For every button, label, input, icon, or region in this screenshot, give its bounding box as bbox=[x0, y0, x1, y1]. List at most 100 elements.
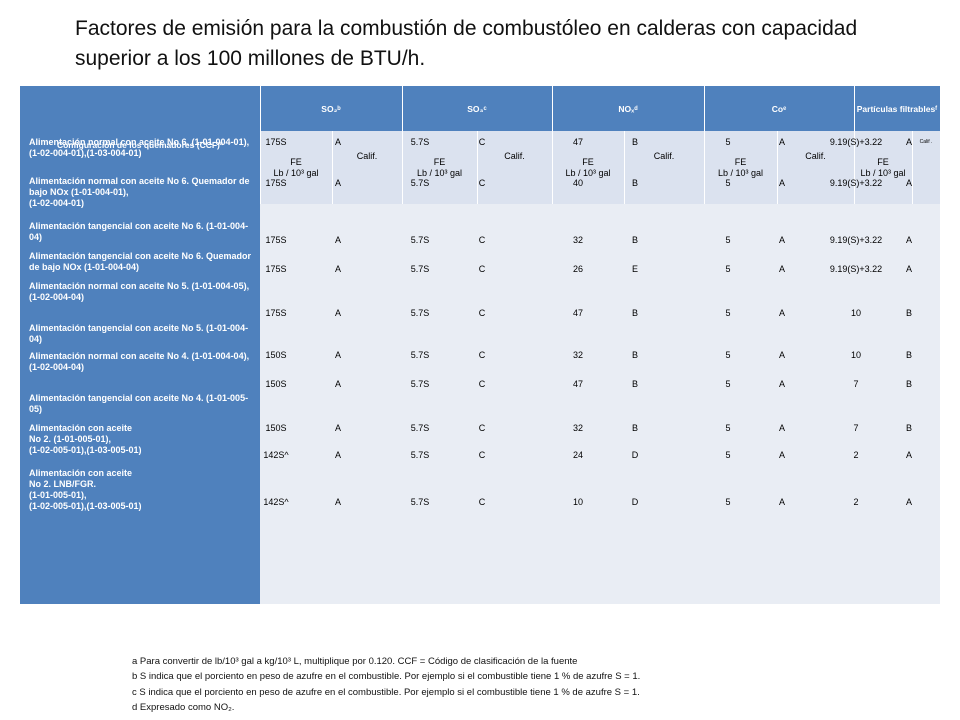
cell-particulas-calif: B bbox=[905, 308, 912, 318]
column-divider bbox=[624, 131, 625, 204]
subheader-fe-so2: FE Lb / 10³ gal bbox=[273, 156, 319, 178]
emission-factors-table: Configuración de los quemadores (CCF)ª S… bbox=[20, 86, 940, 606]
header-nox: NOₓᵈ bbox=[618, 103, 638, 114]
subheader-calif-co: Calif. bbox=[805, 151, 826, 161]
cell-so2-fe: 175S bbox=[265, 235, 287, 245]
cell-particulas-calif: A bbox=[905, 137, 912, 147]
cell-so3-fe: 5.7S bbox=[410, 137, 430, 147]
cell-particulas-fe: 9.19(S)+3.22 bbox=[829, 137, 883, 147]
cell-co-calif: A bbox=[778, 497, 785, 507]
cell-nox-fe: 47 bbox=[572, 379, 583, 389]
column-divider bbox=[704, 86, 705, 204]
row-label: Alimentación con aceite No 2. (1-01-005-… bbox=[29, 423, 142, 455]
cell-co-calif: A bbox=[778, 308, 785, 318]
cell-so2-fe: 150S bbox=[265, 423, 287, 433]
header-so2: SO₂ᵇ bbox=[321, 103, 341, 114]
header-co: Coᵉ bbox=[771, 103, 787, 114]
cell-nox-calif: B bbox=[631, 308, 638, 318]
cell-so2-calif: A bbox=[334, 308, 341, 318]
cell-nox-calif: B bbox=[631, 235, 638, 245]
cell-so2-calif: A bbox=[334, 450, 341, 460]
cell-so2-calif: A bbox=[334, 379, 341, 389]
cell-particulas-fe: 7 bbox=[853, 379, 859, 389]
cell-co-calif: A bbox=[778, 235, 785, 245]
row-label: Alimentación tangencial con aceite No 6.… bbox=[29, 221, 249, 242]
cell-so2-calif: A bbox=[334, 235, 341, 245]
cell-so2-calif: A bbox=[334, 178, 341, 188]
row-label: Alimentación normal con aceite No 4. (1-… bbox=[29, 351, 250, 372]
cell-nox-fe: 32 bbox=[572, 423, 583, 433]
column-divider bbox=[912, 131, 913, 204]
cell-nox-fe: 26 bbox=[572, 264, 583, 274]
subheader-fe-particulas: FE Lb / 10³ gal bbox=[860, 156, 906, 178]
cell-nox-fe: 40 bbox=[572, 178, 583, 188]
cell-co-fe: 5 bbox=[725, 178, 731, 188]
row-label: Alimentación normal con aceite No 6. Que… bbox=[29, 176, 250, 208]
cell-co-calif: A bbox=[778, 178, 785, 188]
cell-particulas-fe: 2 bbox=[853, 450, 859, 460]
cell-so3-calif: C bbox=[478, 264, 486, 274]
cell-particulas-calif: A bbox=[905, 178, 912, 188]
row-label: Alimentación tangencial con aceite No 5.… bbox=[29, 323, 249, 344]
row-label: Alimentación tangencial con aceite No 6.… bbox=[29, 251, 252, 272]
cell-nox-fe: 32 bbox=[572, 235, 583, 245]
cell-so2-calif: A bbox=[334, 264, 341, 274]
table-bottom-border bbox=[20, 604, 940, 606]
cell-so3-calif: C bbox=[478, 137, 486, 147]
subheader-calif-so3: Calif. bbox=[504, 151, 525, 161]
cell-so2-fe: 150S bbox=[265, 379, 287, 389]
cell-so2-fe: 175S bbox=[265, 137, 287, 147]
header-ccf: Configuración de los quemadores (CCF)ª bbox=[20, 86, 260, 204]
cell-so2-fe: 150S bbox=[265, 350, 287, 360]
cell-so2-fe: 175S bbox=[265, 264, 287, 274]
cell-so2-fe: 175S bbox=[265, 308, 287, 318]
subheader-fe-co: FE Lb / 10³ gal bbox=[717, 156, 764, 178]
cell-so3-fe: 5.7S bbox=[410, 379, 430, 389]
column-divider bbox=[777, 131, 778, 204]
footnote-d: d Expresado como NO₂. bbox=[132, 702, 235, 713]
column-divider bbox=[552, 86, 553, 204]
row-label: Alimentación con aceite No 2. LNB/FGR. (… bbox=[29, 468, 142, 511]
cell-particulas-calif: A bbox=[905, 235, 912, 245]
subheader-calif-so2: Calif. bbox=[356, 151, 378, 161]
cell-co-fe: 5 bbox=[725, 497, 731, 507]
subheader-fe-so3: FE Lb / 10³ gal bbox=[416, 156, 463, 178]
footnote-a: a Para convertir de lb/10³ gal a kg/10³ … bbox=[132, 656, 578, 667]
cell-co-fe: 5 bbox=[725, 379, 731, 389]
cell-so2-fe: 142S^ bbox=[263, 497, 289, 507]
cell-particulas-calif: A bbox=[905, 264, 912, 274]
cell-particulas-fe: 2 bbox=[853, 497, 859, 507]
cell-so2-calif: A bbox=[334, 137, 341, 147]
cell-so3-fe: 5.7S bbox=[410, 423, 430, 433]
cell-co-calif: A bbox=[778, 350, 785, 360]
cell-so3-fe: 5.7S bbox=[410, 450, 430, 460]
subheader-calif-nox: Calif. bbox=[653, 151, 675, 161]
cell-so2-calif: A bbox=[334, 350, 341, 360]
header-particulas: Partículas filtrablesᶠ bbox=[856, 103, 938, 114]
cell-particulas-calif: A bbox=[905, 450, 912, 460]
cell-so3-fe: 5.7S bbox=[410, 350, 430, 360]
cell-co-calif: A bbox=[778, 137, 785, 147]
cell-so3-calif: C bbox=[478, 308, 486, 318]
cell-particulas-fe: 10 bbox=[850, 350, 861, 360]
row-label: Alimentación normal con aceite No 5. (1-… bbox=[29, 281, 250, 302]
cell-so2-calif: A bbox=[334, 497, 341, 507]
cell-particulas-fe: 9.19(S)+3.22 bbox=[829, 235, 883, 245]
cell-nox-calif: B bbox=[631, 423, 638, 433]
cell-nox-calif: D bbox=[631, 497, 639, 507]
cell-nox-calif: B bbox=[631, 379, 638, 389]
cell-co-calif: A bbox=[778, 423, 785, 433]
subheader-fe-nox: FE Lb / 10³ gal bbox=[565, 156, 611, 178]
page-title: Factores de emisión para la combustión d… bbox=[75, 17, 858, 70]
cell-so2-calif: A bbox=[334, 423, 341, 433]
footnote-c: c S indica que el porciento en peso de a… bbox=[132, 687, 640, 698]
cell-so3-calif: C bbox=[478, 497, 486, 507]
cell-co-fe: 5 bbox=[725, 264, 731, 274]
cell-so2-fe: 175S bbox=[265, 178, 287, 188]
cell-particulas-fe: 10 bbox=[850, 308, 861, 318]
cell-particulas-calif: B bbox=[905, 350, 912, 360]
column-divider bbox=[854, 86, 855, 204]
cell-nox-calif: B bbox=[631, 137, 638, 147]
cell-nox-calif: E bbox=[631, 264, 638, 274]
cell-so3-calif: C bbox=[478, 450, 486, 460]
